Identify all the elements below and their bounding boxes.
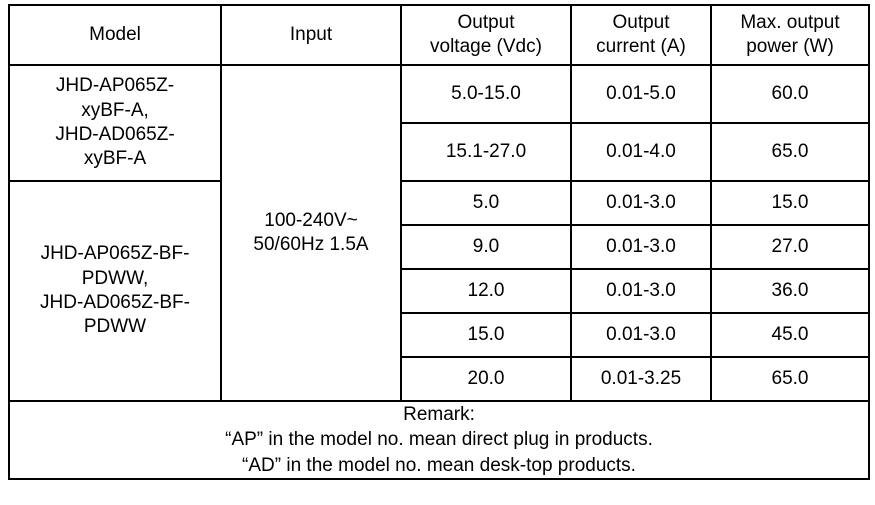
table-row: 9.0 0.01-3.0 27.0 [9,224,870,270]
input-line1: 100-240V~ [264,209,358,231]
cell-output-voltage: 20.0 [400,356,572,402]
cell-output-current: 0.01-3.0 [570,268,712,314]
cell-output-current: 0.01-4.0 [570,122,712,182]
column-header-output-current-line1: Output [612,11,670,33]
cell-max-output-power: 60.0 [710,64,870,124]
table-row: 15.0 0.01-3.0 45.0 [9,312,870,358]
table-row: 12.0 0.01-3.0 36.0 [9,268,870,314]
column-header-max-output-power-line2: power (W) [746,36,834,57]
cell-output-current: 0.01-3.0 [570,312,712,358]
model-line: xyBF-A, [81,99,149,121]
cell-output-voltage: 5.0 [400,180,572,226]
column-header-output-current: Output current (A) [570,4,712,66]
model-line: JHD-AP065Z-BF- [40,243,190,265]
model-line: JHD-AD065Z-BF- [40,292,190,313]
column-header-model-label: Model [89,23,141,45]
cell-output-voltage: 5.0-15.0 [400,64,572,124]
column-header-input-label: Input [289,23,333,45]
model-line: PDWW [83,316,147,338]
table-row: 20.0 0.01-3.25 65.0 [9,356,870,402]
column-header-output-voltage: Output voltage (Vdc) [400,4,572,66]
cell-output-voltage: 15.0 [400,312,572,358]
column-header-input: Input [220,4,402,66]
cell-max-output-power: 15.0 [710,180,870,226]
cell-output-voltage: 12.0 [400,268,572,314]
header-row: Model Input Output voltage (Vdc) Output … [8,4,870,66]
cell-max-output-power: 45.0 [710,312,870,358]
column-header-output-voltage-line1: Output [457,11,515,33]
cell-output-voltage: 15.1-27.0 [400,122,572,182]
table-body: JHD-AP065Z- xyBF-A, JHD-AD065Z- xyBF-A 1… [8,64,870,480]
model-cell-group-1: JHD-AP065Z- xyBF-A, JHD-AD065Z- xyBF-A [8,64,222,182]
column-header-max-output-power: Max. output power (W) [710,4,870,66]
model-cell-group-2: JHD-AP065Z-BF- PDWW, JHD-AD065Z-BF- PDWW [8,180,222,402]
input-cell: 100-240V~ 50/60Hz 1.5A [220,64,402,402]
cell-output-current: 0.01-3.0 [570,180,712,226]
column-header-output-current-line2: current (A) [596,36,686,57]
remark-cell: Remark: “AP” in the model no. mean direc… [8,400,870,480]
cell-max-output-power: 27.0 [710,224,870,270]
input-line2: 50/60Hz 1.5A [253,234,369,255]
column-header-model: Model [8,4,222,66]
model-line: JHD-AD065Z- [55,124,175,145]
model-line: xyBF-A [83,148,147,170]
remark-title: Remark: [403,404,475,426]
table-row: JHD-AP065Z-BF- PDWW, JHD-AD065Z-BF- PDWW… [8,180,870,402]
cell-output-current: 0.01-3.25 [570,356,712,402]
cell-max-output-power: 36.0 [710,268,870,314]
remark-row: Remark: “AP” in the model no. mean direc… [8,400,870,480]
specification-table: Model Input Output voltage (Vdc) Output … [8,4,870,480]
cell-output-current: 0.01-5.0 [570,64,712,124]
cell-output-current: 0.01-3.0 [570,224,712,270]
remark-line-ap: “AP” in the model no. mean direct plug i… [225,429,653,451]
table-row: 15.1-27.0 0.01-4.0 65.0 [9,122,870,182]
model-line: PDWW, [81,267,149,289]
table-row: JHD-AP065Z- xyBF-A, JHD-AD065Z- xyBF-A 1… [8,64,870,402]
cell-max-output-power: 65.0 [710,356,870,402]
model-line: JHD-AP065Z- [55,75,175,97]
column-header-output-voltage-line2: voltage (Vdc) [430,36,542,57]
cell-max-output-power: 65.0 [710,122,870,182]
column-header-max-output-power-line1: Max. output [740,11,840,33]
table-header: Model Input Output voltage (Vdc) Output … [8,4,870,66]
remark-line-ad: “AD” in the model no. mean desk-top prod… [242,454,636,476]
spec-table-sheet: Model Input Output voltage (Vdc) Output … [8,4,870,498]
cell-output-voltage: 9.0 [400,224,572,270]
